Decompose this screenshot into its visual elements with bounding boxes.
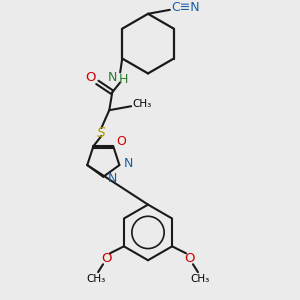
Text: N: N	[124, 157, 133, 169]
Text: C≡N: C≡N	[172, 1, 200, 14]
Text: N: N	[108, 172, 117, 185]
Text: O: O	[116, 135, 126, 148]
Text: N: N	[108, 71, 117, 84]
Text: CH₃: CH₃	[86, 274, 106, 284]
Text: H: H	[118, 73, 128, 86]
Text: O: O	[185, 252, 195, 265]
Text: CH₃: CH₃	[190, 274, 210, 284]
Text: O: O	[101, 252, 111, 265]
Text: S: S	[97, 126, 106, 140]
Text: CH₃: CH₃	[132, 99, 152, 109]
Text: O: O	[85, 71, 96, 84]
